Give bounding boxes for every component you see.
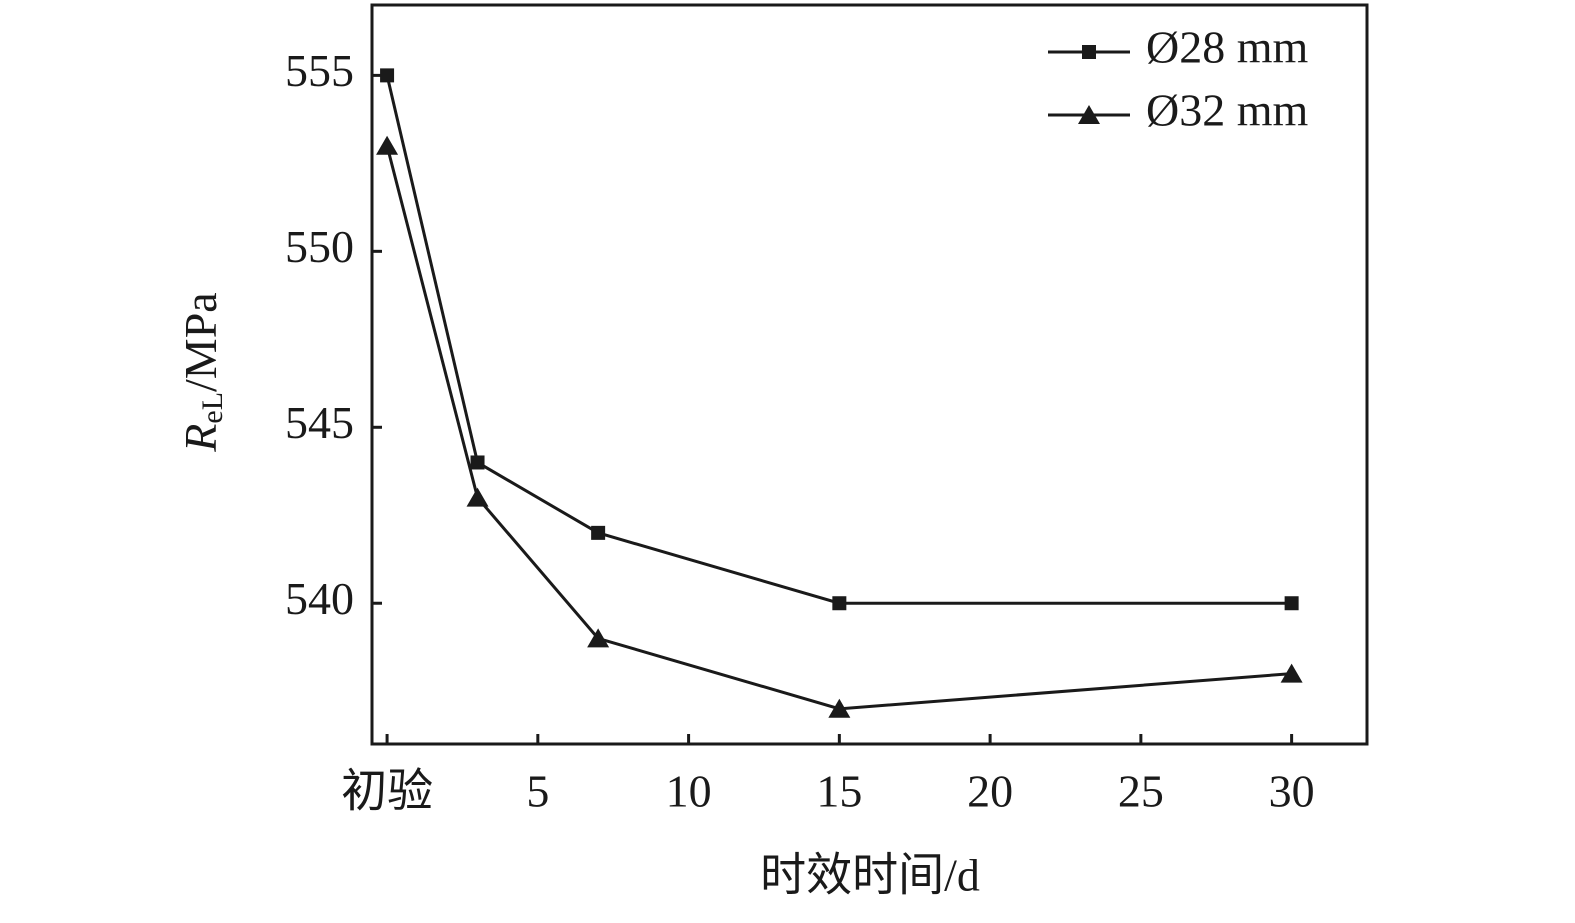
x-tick-label: 初验: [341, 766, 433, 817]
marker-square: [1082, 45, 1096, 59]
legend-label: Ø32 mm: [1146, 85, 1309, 136]
x-axis-title: 时效时间/d: [760, 850, 980, 901]
marker-square: [1284, 596, 1299, 611]
marker-triangle: [1280, 663, 1303, 683]
marker-square: [380, 68, 395, 83]
marker-triangle: [466, 487, 489, 507]
marker-square: [591, 525, 606, 540]
y-axis-unit: /MPa: [175, 292, 226, 392]
y-tick-label: 550: [285, 221, 354, 272]
series-line: [385, 75, 1292, 605]
x-tick-label: 5: [526, 766, 549, 817]
y-tick-label: 545: [285, 397, 354, 448]
x-tick-label: 25: [1118, 766, 1164, 817]
y-axis-title: ReL/MPa: [175, 292, 229, 452]
x-tick-label: 15: [816, 766, 862, 817]
marker-triangle: [828, 698, 851, 718]
x-tick-label: 10: [666, 766, 712, 817]
marker-square: [470, 455, 485, 470]
plot-frame: [370, 3, 1369, 746]
marker-square: [832, 596, 847, 611]
y-tick-label: 555: [285, 45, 354, 96]
series-line: [385, 145, 1292, 711]
y-tick-label: 540: [285, 573, 354, 624]
y-axis-symbol: R: [175, 424, 226, 453]
marker-triangle: [376, 135, 399, 155]
x-tick-label: 20: [967, 766, 1013, 817]
legend-label: Ø28 mm: [1146, 22, 1309, 73]
marker-triangle: [1078, 105, 1100, 124]
marker-triangle: [587, 628, 610, 648]
y-axis-subscript: eL: [196, 392, 229, 424]
x-tick-label: 30: [1269, 766, 1315, 817]
